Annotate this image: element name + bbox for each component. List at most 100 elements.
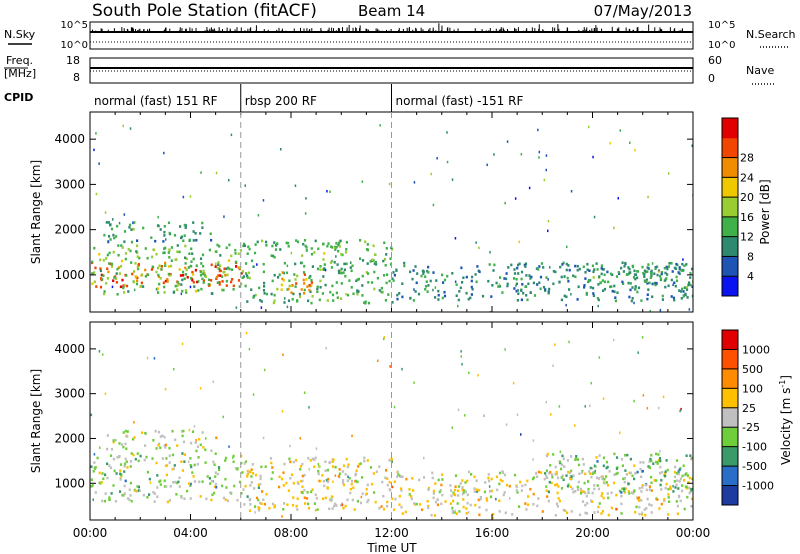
heatmap-cell <box>434 482 437 485</box>
heatmap-cell <box>296 300 299 303</box>
heatmap-cell <box>646 293 649 296</box>
heatmap-cell <box>207 283 210 286</box>
heatmap-cell <box>603 478 606 481</box>
heatmap-cell <box>188 428 191 432</box>
heatmap-cell <box>532 476 535 479</box>
heatmap-cell <box>562 457 565 461</box>
colorbar-swatch <box>722 388 738 409</box>
heatmap-cell <box>168 446 171 450</box>
heatmap-cell <box>499 478 502 482</box>
heatmap-cell <box>675 275 678 279</box>
heatmap-cell <box>401 282 404 285</box>
heatmap-cell <box>259 299 262 302</box>
heatmap-cell <box>340 253 343 256</box>
heatmap-cell <box>234 260 237 264</box>
heatmap-cell <box>478 488 481 492</box>
heatmap-cell <box>230 280 233 284</box>
heatmap-cell <box>379 124 381 127</box>
heatmap-cell <box>672 283 674 286</box>
y-tick-label: 4000 <box>54 342 85 356</box>
heatmap-cell <box>601 268 605 271</box>
heatmap-cell <box>660 271 664 274</box>
heatmap-cell <box>301 491 304 495</box>
heatmap-cell <box>570 455 573 458</box>
heatmap-cell <box>400 505 403 509</box>
heatmap-cell <box>272 254 275 258</box>
heatmap-cell <box>391 248 394 251</box>
heatmap-cell <box>260 300 263 303</box>
heatmap-cell <box>660 502 663 506</box>
heatmap-cell <box>416 272 419 275</box>
heatmap-cell <box>326 190 328 193</box>
heatmap-cell <box>565 474 568 477</box>
heatmap-cell <box>322 275 325 278</box>
heatmap-cell <box>565 295 568 299</box>
heatmap-cell <box>524 285 527 288</box>
y-tick-label: 2000 <box>54 431 85 445</box>
heatmap-cell <box>641 336 644 339</box>
heatmap-cell <box>163 485 166 488</box>
heatmap-cell <box>259 482 262 486</box>
heatmap-cell <box>504 348 506 351</box>
colorbar-swatch <box>722 368 738 389</box>
heatmap-cell <box>526 479 529 483</box>
heatmap-cell <box>130 499 133 503</box>
heatmap-cell <box>244 484 247 488</box>
heatmap-cell <box>524 265 527 268</box>
heatmap-cell <box>658 507 661 510</box>
heatmap-cell <box>205 437 207 440</box>
heatmap-cell <box>308 276 311 280</box>
heatmap-cell <box>659 465 662 469</box>
heatmap-cell <box>598 275 601 278</box>
heatmap-cell <box>190 465 193 469</box>
heatmap-cell <box>307 502 310 506</box>
heatmap-cell <box>594 469 596 473</box>
heatmap-cell <box>426 269 429 273</box>
heatmap-cell <box>318 479 320 483</box>
heatmap-cell <box>322 242 325 246</box>
heatmap-cell <box>167 272 170 276</box>
heatmap-cell <box>601 475 605 479</box>
heatmap-cell <box>551 475 554 479</box>
heatmap-cell <box>597 298 600 302</box>
heatmap-cell <box>244 460 248 463</box>
heatmap-cell <box>498 499 501 502</box>
heatmap-cell <box>569 477 572 480</box>
heatmap-cell <box>628 267 631 271</box>
heatmap-cell <box>328 507 331 511</box>
heatmap-cell <box>525 508 528 511</box>
heatmap-cell <box>128 223 132 227</box>
heatmap-cell <box>246 475 249 478</box>
heatmap-cell <box>504 511 507 515</box>
heatmap-cell <box>535 267 538 270</box>
heatmap-cell <box>399 487 403 490</box>
heatmap-cell <box>673 281 676 285</box>
heatmap-cell <box>619 431 621 434</box>
heatmap-cell <box>335 241 338 245</box>
velocity-colorbar-label-main: Velocity [m s <box>779 388 793 465</box>
heatmap-cell <box>221 275 224 278</box>
heatmap-cell <box>443 278 447 282</box>
heatmap-cell <box>156 495 159 498</box>
heatmap-cell <box>199 270 202 274</box>
heatmap-cell <box>467 511 470 514</box>
heatmap-cell <box>240 492 243 495</box>
heatmap-cell <box>228 445 230 448</box>
heatmap-cell <box>201 277 204 281</box>
heatmap-cell <box>523 263 526 267</box>
heatmap-cell <box>673 475 677 479</box>
heatmap-cell <box>691 497 693 501</box>
heatmap-cell <box>221 280 224 283</box>
heatmap-cell <box>495 281 498 285</box>
heatmap-cell <box>332 480 334 483</box>
heatmap-cell <box>585 494 588 498</box>
heatmap-cell <box>394 497 397 501</box>
heatmap-cell <box>270 461 273 465</box>
heatmap-cell <box>109 238 112 241</box>
heatmap-cell <box>602 456 606 460</box>
heatmap-cell <box>501 479 504 483</box>
heatmap-cell <box>160 267 163 271</box>
heatmap-cell <box>331 259 333 263</box>
heatmap-cell <box>634 273 637 276</box>
heatmap-cell <box>591 264 594 268</box>
